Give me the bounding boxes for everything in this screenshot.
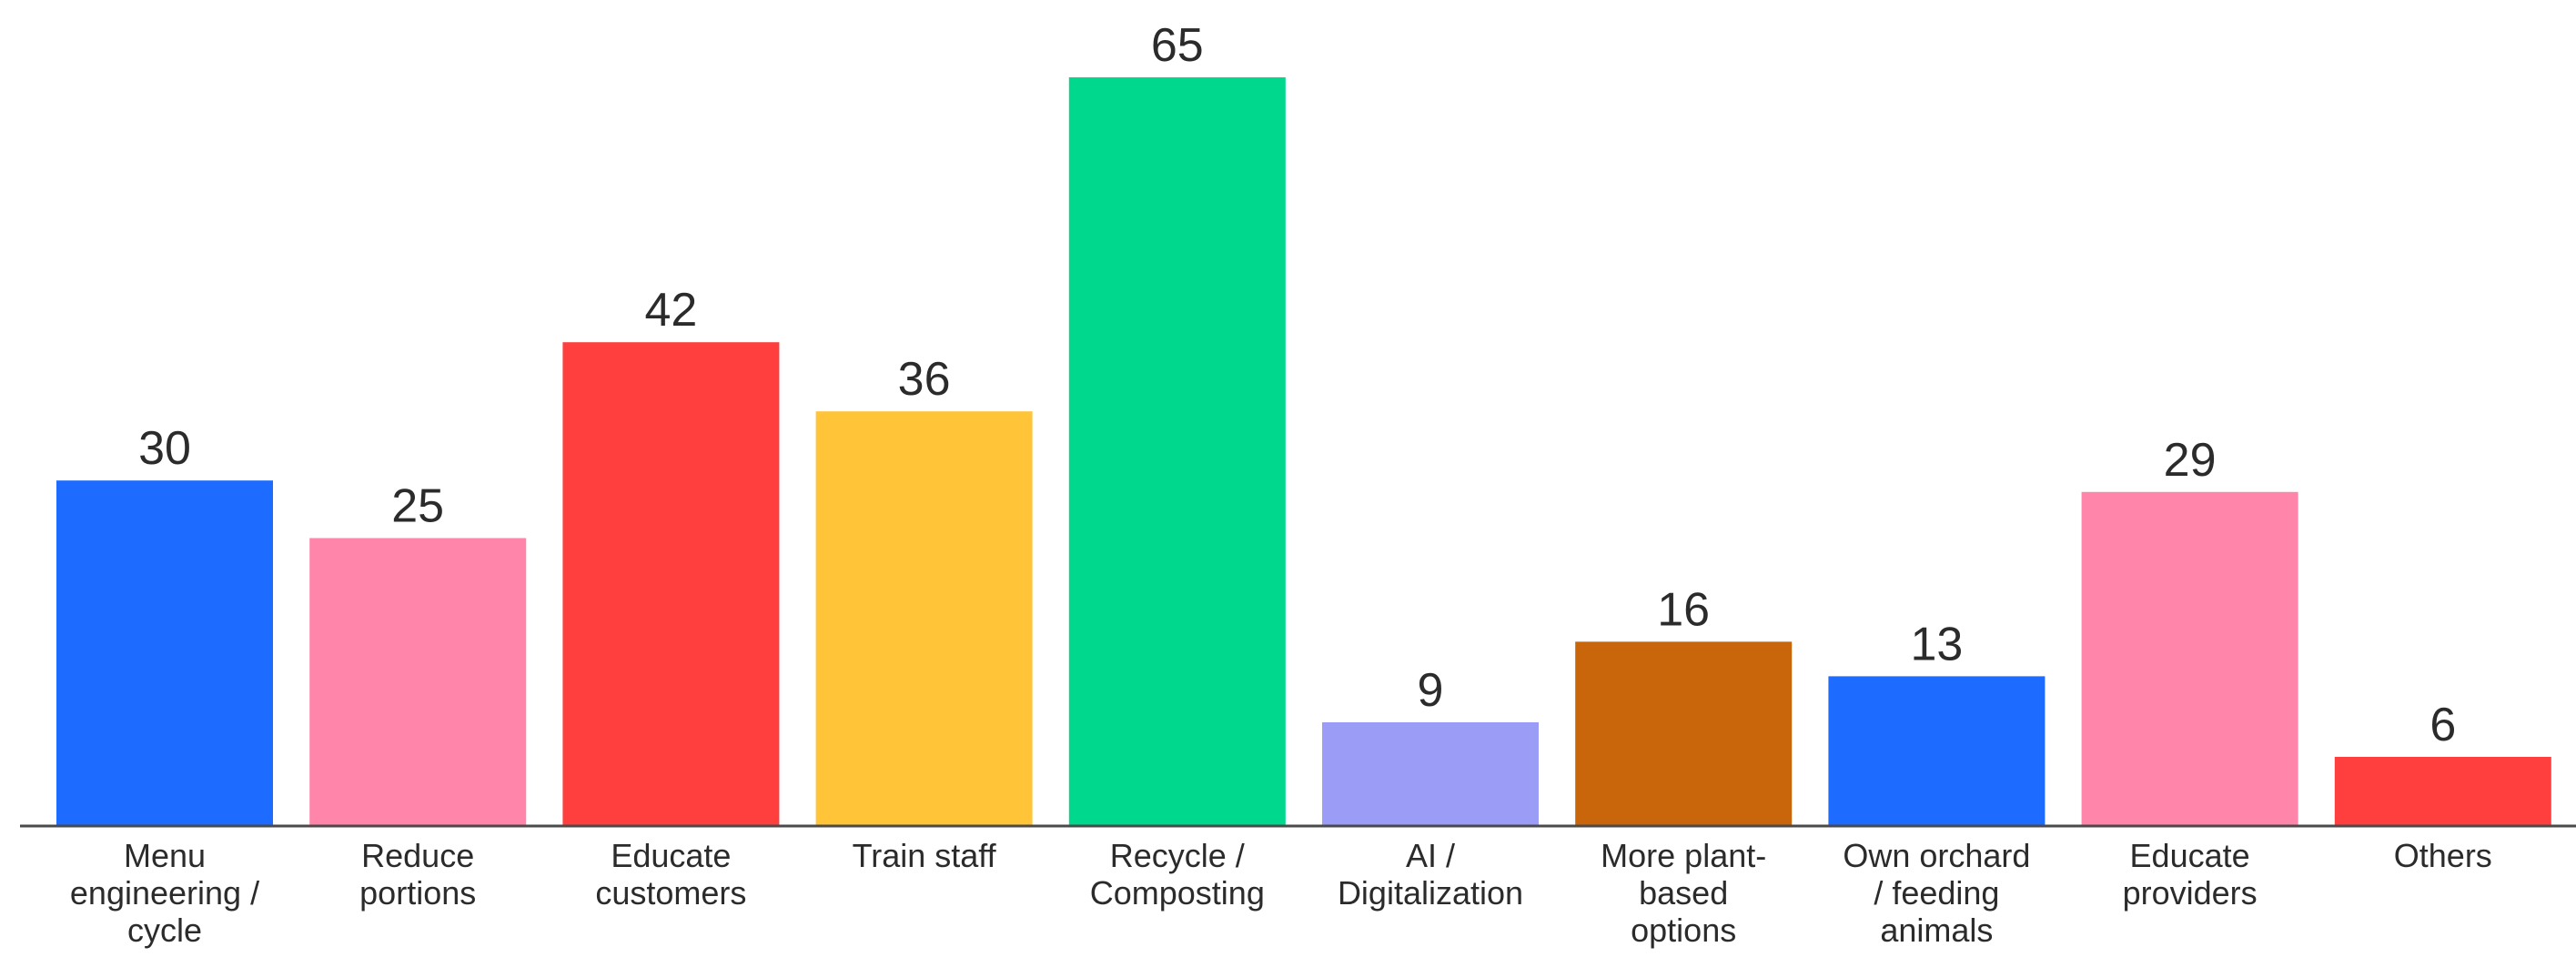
value-label-2: 25 bbox=[391, 480, 444, 533]
category-label-line: engineering / bbox=[70, 874, 259, 912]
bar-6 bbox=[1322, 722, 1539, 826]
bar-8 bbox=[1828, 676, 2046, 826]
category-label-line: Train staff bbox=[853, 837, 997, 874]
category-label-line: Reduce bbox=[361, 837, 474, 874]
value-label-3: 42 bbox=[644, 284, 697, 337]
category-label-8: Own orchard / feeding animals bbox=[1843, 837, 2030, 949]
category-label-9: Educate providers bbox=[2123, 837, 2258, 912]
value-label-4: 36 bbox=[898, 353, 951, 406]
value-label-6: 9 bbox=[1418, 664, 1444, 717]
category-label-line: Educate bbox=[611, 837, 731, 874]
category-label-7: More plant-based options bbox=[1601, 837, 1766, 949]
value-label-8: 13 bbox=[1910, 618, 1963, 670]
category-label-line: Recycle / bbox=[1110, 837, 1245, 874]
value-labels-group: 30 25 42 36 65 9 16 13 29 6 bbox=[138, 19, 2456, 751]
category-label-4: Train staff bbox=[853, 837, 997, 874]
category-label-line: Own orchard bbox=[1843, 837, 2030, 874]
bar-4 bbox=[815, 411, 1033, 826]
category-label-line: based bbox=[1639, 874, 1728, 912]
category-label-line: portions bbox=[359, 874, 476, 912]
category-label-line: More plant- bbox=[1601, 837, 1766, 874]
category-label-1: Menu engineering / cycle bbox=[70, 837, 259, 949]
category-label-line: cycle bbox=[127, 912, 202, 949]
category-label-line: options bbox=[1631, 912, 1736, 949]
category-label-line: Menu bbox=[124, 837, 206, 874]
category-label-line: Digitalization bbox=[1338, 874, 1523, 912]
value-label-10: 6 bbox=[2430, 699, 2456, 751]
category-label-5: Recycle / Composting bbox=[1090, 837, 1265, 912]
category-label-line: providers bbox=[2123, 874, 2258, 912]
category-label-line: / feeding bbox=[1874, 874, 1999, 912]
bar-1 bbox=[56, 480, 273, 826]
bar-2 bbox=[309, 538, 527, 826]
bars-group bbox=[56, 77, 2551, 826]
category-label-line: customers bbox=[595, 874, 746, 912]
bar-10 bbox=[2334, 757, 2551, 826]
value-label-7: 16 bbox=[1657, 583, 1710, 636]
category-label-line: animals bbox=[1880, 912, 1993, 949]
category-label-3: Educate customers bbox=[595, 837, 746, 912]
bar-9 bbox=[2081, 491, 2298, 826]
bar-3 bbox=[562, 342, 780, 826]
value-label-1: 30 bbox=[138, 422, 191, 475]
value-label-5: 65 bbox=[1151, 19, 1204, 72]
category-label-10: Others bbox=[2394, 837, 2492, 874]
category-label-line: Others bbox=[2394, 837, 2492, 874]
category-label-line: Composting bbox=[1090, 874, 1265, 912]
category-label-line: Educate bbox=[2130, 837, 2250, 874]
category-label-2: Reduce portions bbox=[359, 837, 476, 912]
value-label-9: 29 bbox=[2164, 434, 2217, 487]
bar-7 bbox=[1575, 641, 1793, 826]
category-labels-group: Menu engineering / cycle Reduce portions Educ… bbox=[70, 837, 2492, 949]
category-label-6: AI / Digitalization bbox=[1338, 837, 1523, 912]
category-label-line: AI / bbox=[1406, 837, 1455, 874]
bar-5 bbox=[1068, 77, 1286, 826]
